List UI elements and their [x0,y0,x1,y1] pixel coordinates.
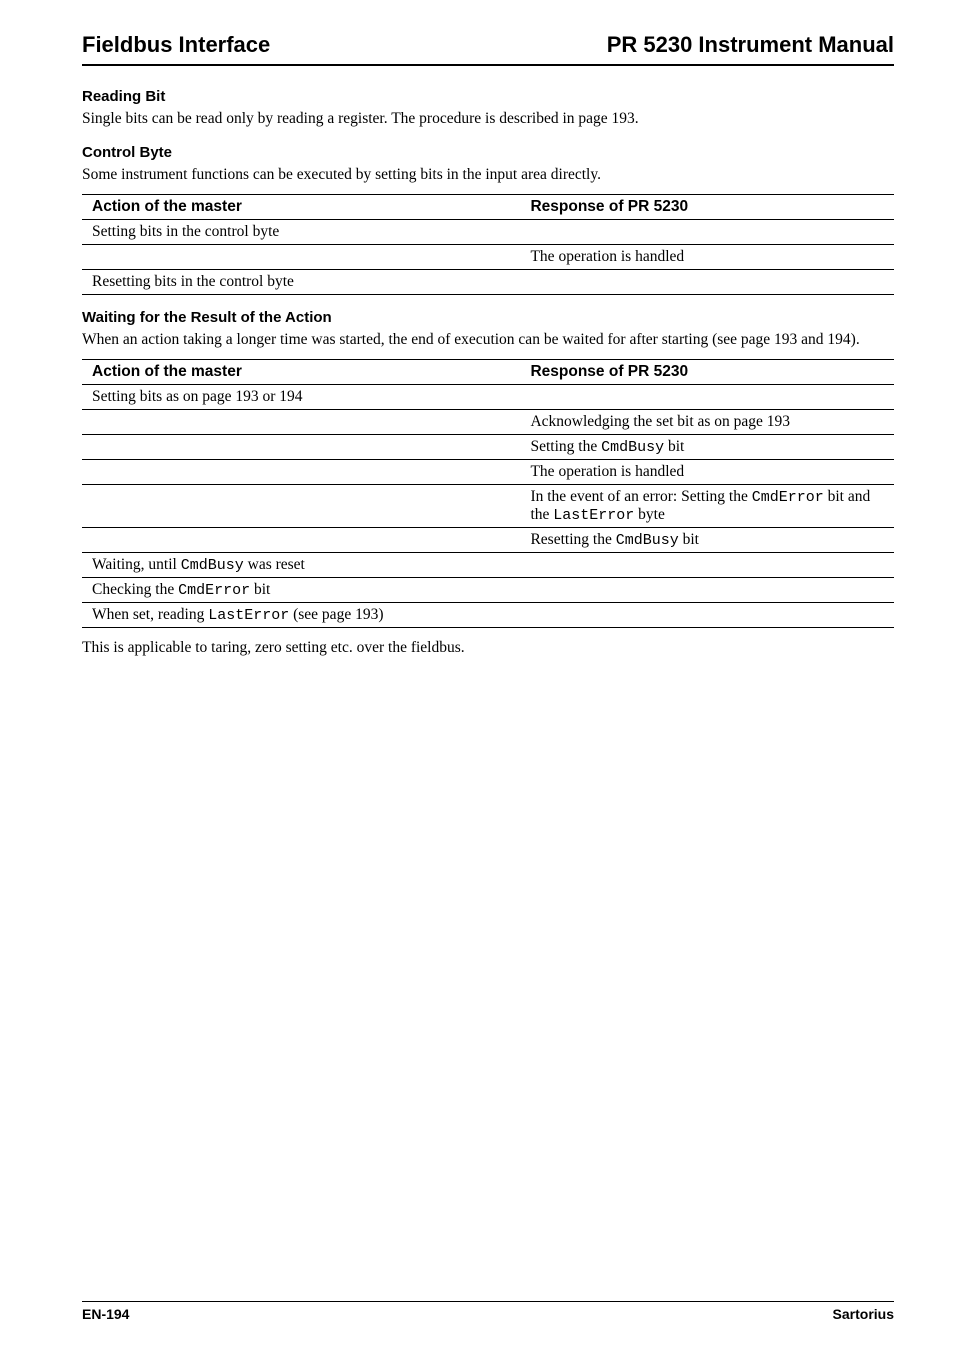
cell-action: Setting bits as on page 193 or 194 [82,384,520,409]
cell-action [82,244,520,269]
waiting-closing: This is applicable to taring, zero setti… [82,638,894,659]
control-byte-text: Some instrument functions can be execute… [82,165,894,186]
mono-text: CmdError [752,489,824,506]
footer-left: EN-194 [82,1306,129,1322]
page-header: Fieldbus Interface PR 5230 Instrument Ma… [82,32,894,66]
cell-action [82,459,520,484]
mono-text: CmdBusy [601,439,664,456]
text: Acknowledging the set bit as on page 193 [530,413,790,430]
cell-action [82,527,520,552]
cell-response [520,384,894,409]
col-header-response: Response of PR 5230 [520,194,894,219]
text: bit [664,438,684,455]
cell-response: The operation is handled [520,244,894,269]
cell-response: Setting the CmdBusy bit [520,434,894,459]
cell-response [520,577,894,602]
mono-text: CmdBusy [181,557,244,574]
cell-action [82,409,520,434]
cell-response: The operation is handled [520,459,894,484]
text: Waiting, until [92,556,181,573]
reading-bit-text: Single bits can be read only by reading … [82,109,894,130]
mono-text: LastError [208,607,289,624]
col-header-response: Response of PR 5230 [520,359,894,384]
header-right: PR 5230 Instrument Manual [607,32,894,58]
cell-action: Checking the CmdError bit [82,577,520,602]
cell-action: Waiting, until CmdBusy was reset [82,552,520,577]
mono-text: CmdError [178,582,250,599]
text: bit [679,531,699,548]
cell-action: When set, reading LastError (see page 19… [82,602,520,627]
cell-response [520,219,894,244]
table-row: Setting bits as on page 193 or 194 [82,384,894,409]
text: In the event of an error: Setting the [530,488,751,505]
table-row: In the event of an error: Setting the Cm… [82,484,894,527]
col-header-action: Action of the master [82,194,520,219]
page-footer: EN-194 Sartorius [82,1301,894,1322]
table-header-row: Action of the master Response of PR 5230 [82,194,894,219]
cell-action: Setting bits in the control byte [82,219,520,244]
text: When set, reading [92,606,208,623]
control-byte-title: Control Byte [82,144,894,161]
text: (see page 193) [289,606,383,623]
table-row: Resetting the CmdBusy bit [82,527,894,552]
section-reading-bit: Reading Bit Single bits can be read only… [82,88,894,130]
cell-response: In the event of an error: Setting the Cm… [520,484,894,527]
header-left: Fieldbus Interface [82,32,270,58]
table-row: Setting the CmdBusy bit [82,434,894,459]
table-row: When set, reading LastError (see page 19… [82,602,894,627]
text: bit [250,581,270,598]
reading-bit-title: Reading Bit [82,88,894,105]
col-header-action: Action of the master [82,359,520,384]
cell-response [520,269,894,294]
table-header-row: Action of the master Response of PR 5230 [82,359,894,384]
table-row: Resetting bits in the control byte [82,269,894,294]
waiting-table: Action of the master Response of PR 5230… [82,359,894,628]
control-byte-table: Action of the master Response of PR 5230… [82,194,894,295]
text: Resetting the [530,531,615,548]
cell-response [520,602,894,627]
table-row: Acknowledging the set bit as on page 193 [82,409,894,434]
cell-response: Resetting the CmdBusy bit [520,527,894,552]
text: The operation is handled [530,463,684,480]
text: Checking the [92,581,178,598]
section-waiting: Waiting for the Result of the Action Whe… [82,309,894,659]
table-row: Checking the CmdError bit [82,577,894,602]
table-row: Waiting, until CmdBusy was reset [82,552,894,577]
cell-action [82,434,520,459]
cell-response [520,552,894,577]
waiting-title: Waiting for the Result of the Action [82,309,894,326]
text: Setting the [530,438,601,455]
cell-action [82,484,520,527]
table-row: The operation is handled [82,459,894,484]
text: byte [634,506,665,523]
mono-text: CmdBusy [616,532,679,549]
table-row: The operation is handled [82,244,894,269]
text: was reset [244,556,305,573]
waiting-text: When an action taking a longer time was … [82,330,894,351]
footer-right: Sartorius [833,1306,894,1322]
section-control-byte: Control Byte Some instrument functions c… [82,144,894,295]
table-row: Setting bits in the control byte [82,219,894,244]
cell-action: Resetting bits in the control byte [82,269,520,294]
cell-response: Acknowledging the set bit as on page 193 [520,409,894,434]
mono-text: LastError [553,507,634,524]
